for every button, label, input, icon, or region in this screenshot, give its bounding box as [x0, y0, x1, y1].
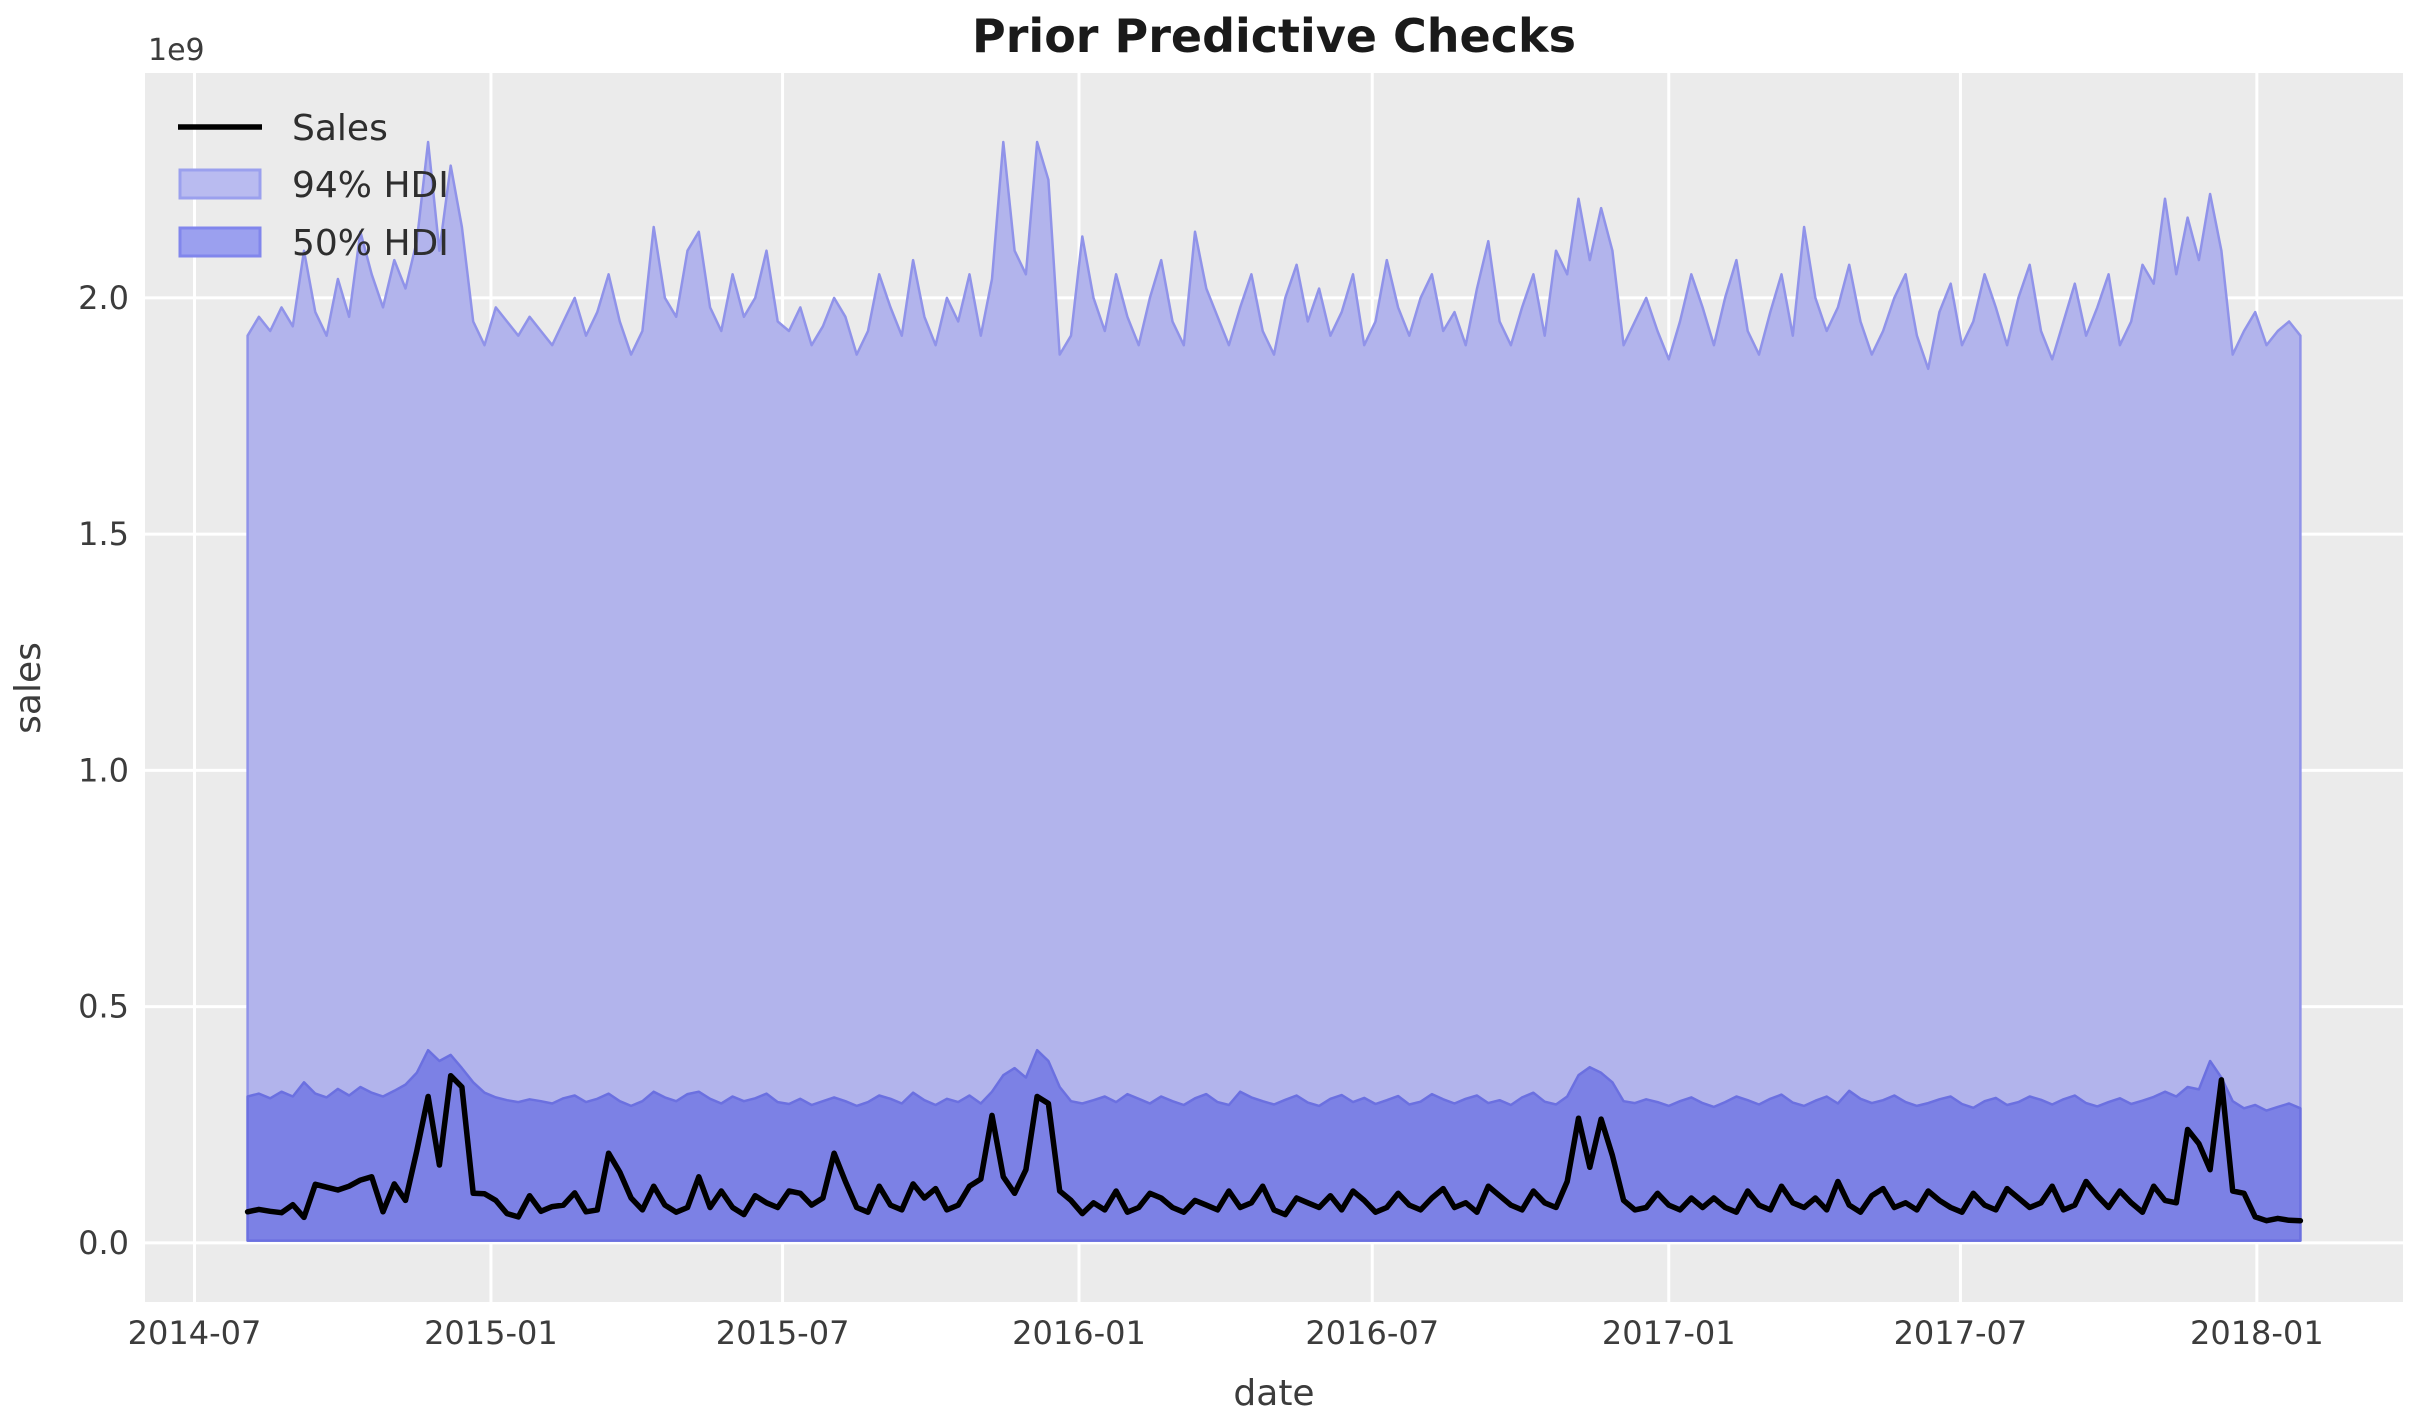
- x-axis-label: date: [1233, 1373, 1314, 1414]
- y-tick-label: 0.5: [78, 988, 129, 1026]
- y-tick-label: 1.5: [78, 515, 129, 553]
- y-axis-label: sales: [8, 642, 49, 734]
- y-tick-labels: 0.0 0.5 1.0 1.5 2.0: [78, 279, 129, 1262]
- y-tick-label: 2.0: [78, 279, 129, 317]
- x-tick-label: 2015-01: [424, 1314, 558, 1352]
- legend-label-sales: Sales: [292, 108, 388, 149]
- x-tick-label: 2016-07: [1305, 1314, 1439, 1352]
- chart-title: Prior Predictive Checks: [972, 9, 1576, 63]
- y-tick-label: 1.0: [78, 751, 129, 789]
- y-tick-label: 0.0: [78, 1224, 129, 1262]
- x-tick-label: 2015-07: [716, 1314, 850, 1352]
- legend-label-50hdi: 50% HDI: [292, 223, 449, 264]
- x-tick-label: 2017-07: [1894, 1314, 2028, 1352]
- x-tick-label: 2016-01: [1012, 1314, 1146, 1352]
- x-tick-label: 2017-01: [1602, 1314, 1736, 1352]
- x-tick-label: 2014-07: [128, 1314, 262, 1352]
- hdi94-band: [246, 140, 2302, 1242]
- y-axis-offset-text: 1e9: [148, 33, 205, 68]
- sales-line: [244, 1072, 2304, 1224]
- legend-label-94hdi: 94% HDI: [292, 165, 449, 206]
- legend-patch-50hdi: [178, 226, 262, 258]
- x-tick-label: 2018-01: [2190, 1314, 2324, 1352]
- legend: Sales 94% HDI 50% HDI: [178, 108, 449, 264]
- x-tick-labels: 2014-07 2015-01 2015-07 2016-01 2016-07 2017-…: [128, 1314, 2324, 1352]
- legend-patch-94hdi: [178, 168, 262, 200]
